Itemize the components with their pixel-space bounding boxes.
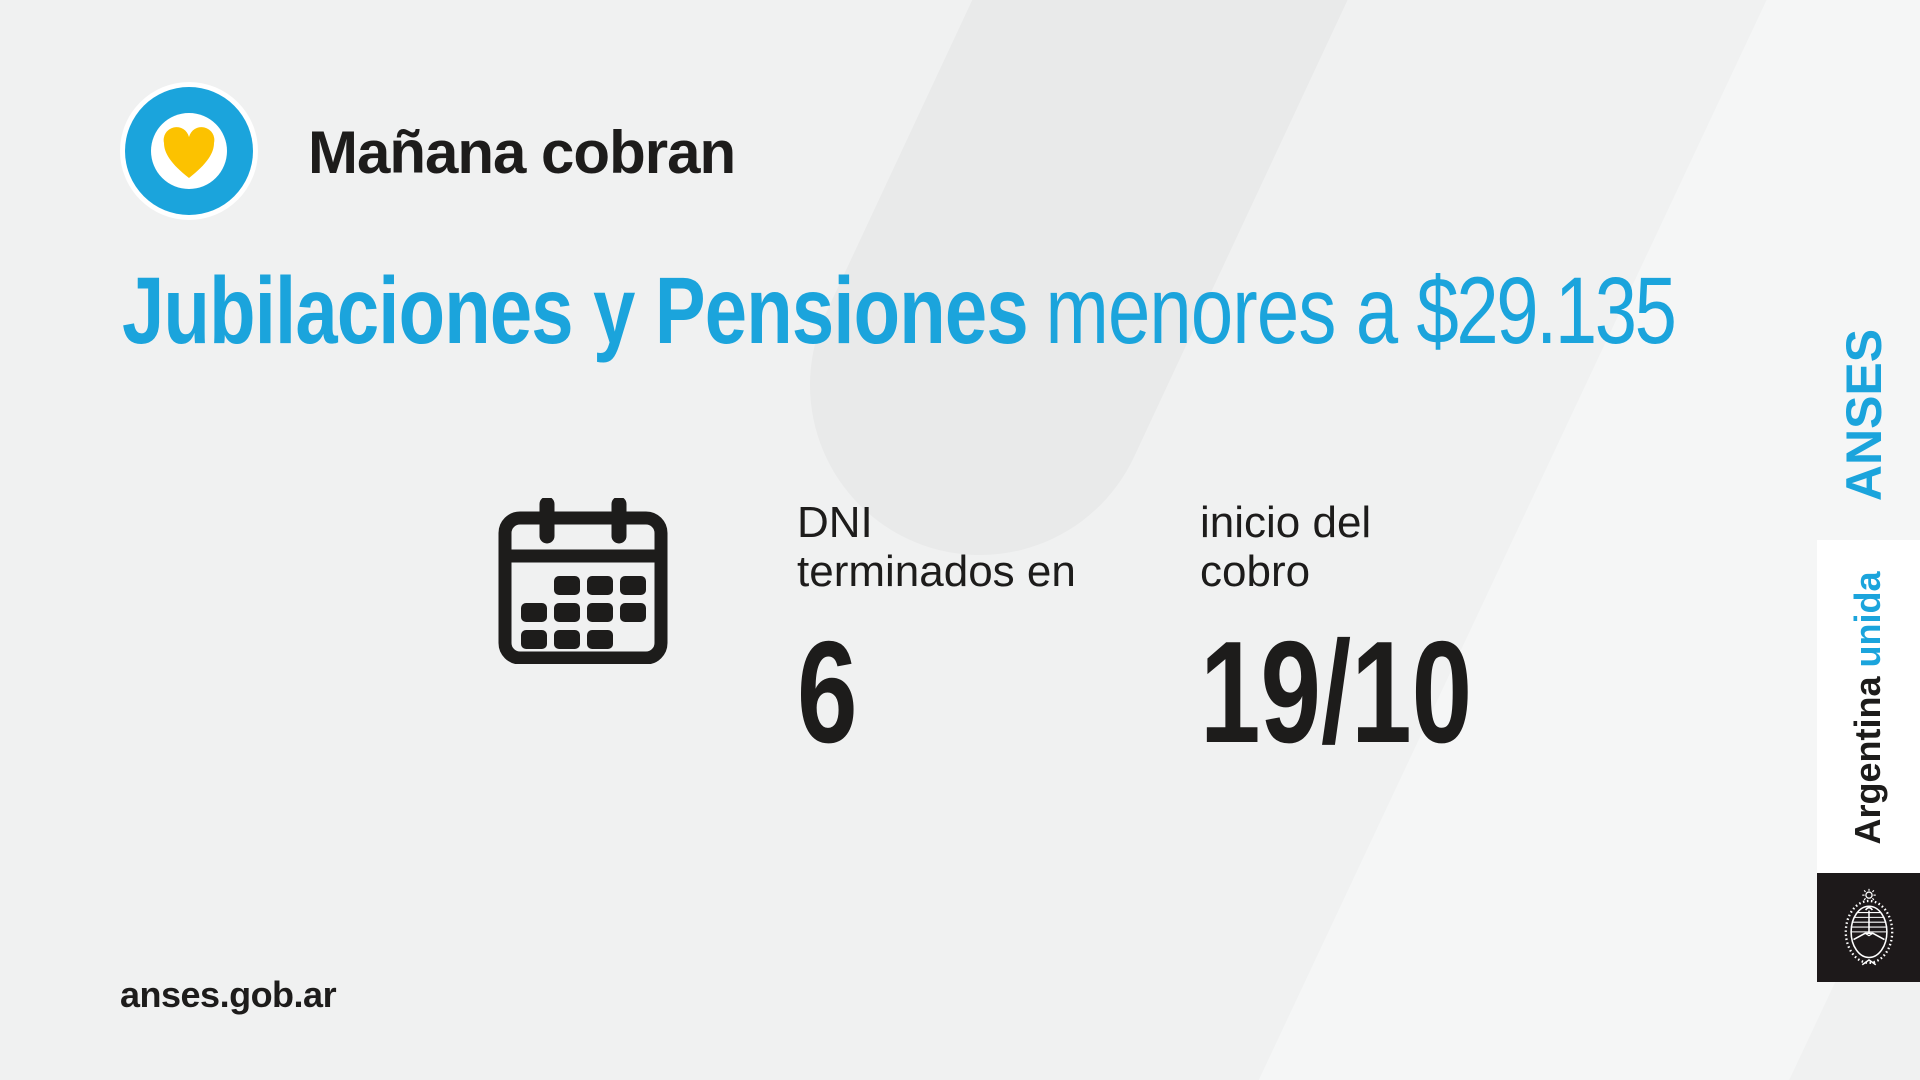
payment-label-line1: inicio del (1200, 498, 1372, 547)
argentina-unida-strip (1817, 540, 1920, 876)
page-title: Mañana cobran (308, 119, 736, 186)
argentina-unida-label: Argentina unida (1844, 540, 1892, 876)
payment-label-line2: cobro (1200, 547, 1311, 596)
heart-icon (163, 127, 215, 178)
headline-bold-segment: Jubilaciones y Pensiones (122, 258, 1029, 364)
dni-label-line1: DNI (797, 498, 873, 547)
coat-of-arms-icon (1844, 888, 1893, 965)
calendar-icon (498, 498, 668, 664)
dni-column: DNI terminados en 6 (797, 498, 1076, 765)
anses-heart-logo-icon (120, 82, 258, 220)
anses-wordmark: ANSES (1836, 328, 1892, 502)
headline-regular-segment: menores a (1045, 258, 1398, 364)
website-url: anses.gob.ar (120, 974, 337, 1015)
dni-label-line2: terminados en (797, 547, 1076, 596)
payment-date-column: inicio del cobro 19/10 (1200, 498, 1472, 765)
headline: Jubilaciones y Pensiones menores a $29.135 (122, 264, 1677, 359)
unida-word: unida (1847, 571, 1888, 668)
dni-ending-value: 6 (797, 611, 858, 773)
headline-amount: $29.135 (1416, 258, 1677, 364)
payment-date-value: 19/10 (1200, 611, 1473, 773)
coat-of-arms-plate (1817, 873, 1920, 982)
argentina-word: Argentina (1847, 676, 1888, 845)
